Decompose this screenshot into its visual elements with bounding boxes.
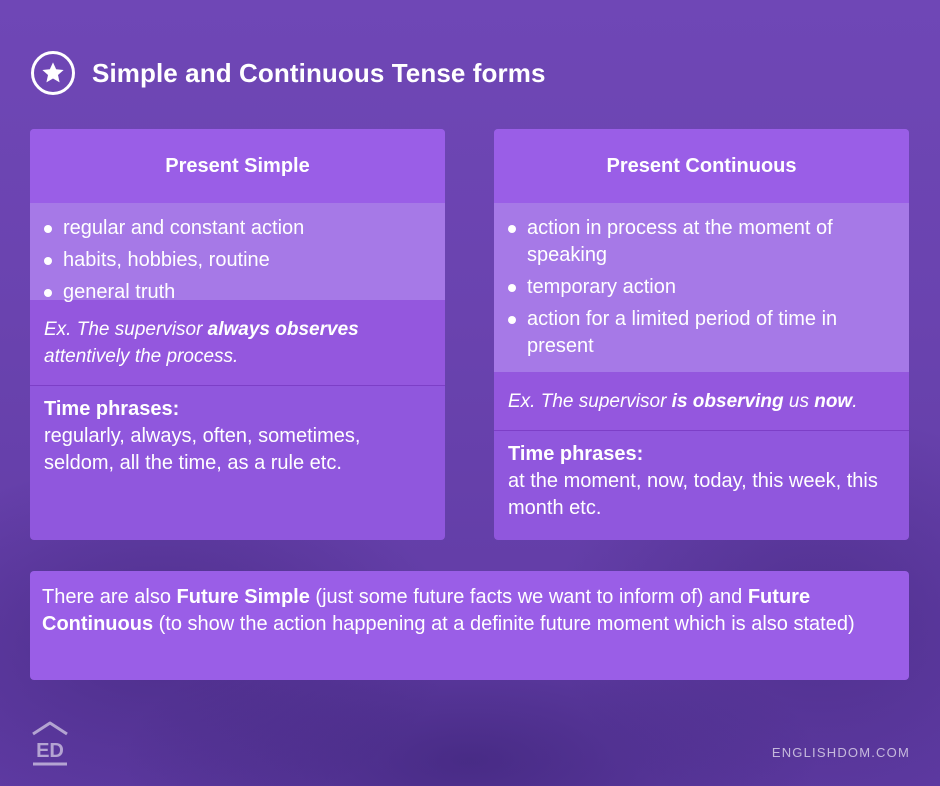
list-item: regular and constant action [44, 215, 431, 242]
bullet-icon [44, 289, 52, 297]
usage-list: action in process at the moment of speak… [494, 203, 909, 372]
list-item: habits, hobbies, routine [44, 247, 431, 274]
site-url: ENGLISHDOM.COM [771, 745, 910, 760]
card-heading: Present Simple [30, 129, 445, 203]
bullet-icon [44, 257, 52, 265]
list-item: action in process at the moment of speak… [508, 215, 895, 269]
usage-list: regular and constant action habits, hobb… [30, 203, 445, 303]
future-tenses-note: There are also Future Simple (just some … [30, 571, 909, 680]
svg-text:ED: ED [36, 740, 64, 762]
time-phrases-text: regularly, always, often, sometimes, sel… [44, 425, 361, 474]
card-heading: Present Continuous [494, 129, 909, 203]
time-phrases-label: Time phrases: [508, 443, 644, 465]
bullet-icon [44, 225, 52, 233]
list-item: temporary action [508, 274, 895, 301]
example-sentence: Ex. The supervisor is observing us now. [494, 372, 909, 430]
list-item: general truth [44, 279, 431, 306]
time-phrases: Time phrases: at the moment, now, today,… [494, 431, 909, 532]
time-phrases: Time phrases: regularly, always, often, … [30, 386, 445, 487]
star-icon [31, 51, 75, 95]
englishdom-logo: ED [30, 720, 70, 773]
bullet-icon [508, 284, 516, 292]
time-phrases-label: Time phrases: [44, 398, 180, 420]
header: Simple and Continuous Tense forms [31, 48, 546, 98]
example-sentence: Ex. The supervisor always observes atten… [30, 300, 445, 385]
present-continuous-card: Present Continuous action in process at … [494, 129, 909, 540]
present-simple-card: Present Simple regular and constant acti… [30, 129, 445, 540]
list-item: action for a limited period of time in p… [508, 306, 895, 360]
bullet-icon [508, 316, 516, 324]
bullet-icon [508, 225, 516, 233]
page-title: Simple and Continuous Tense forms [92, 57, 546, 88]
time-phrases-text: at the moment, now, today, this week, th… [508, 470, 878, 519]
divider [494, 430, 909, 431]
house-icon: ED [32, 721, 68, 766]
divider [30, 385, 445, 386]
